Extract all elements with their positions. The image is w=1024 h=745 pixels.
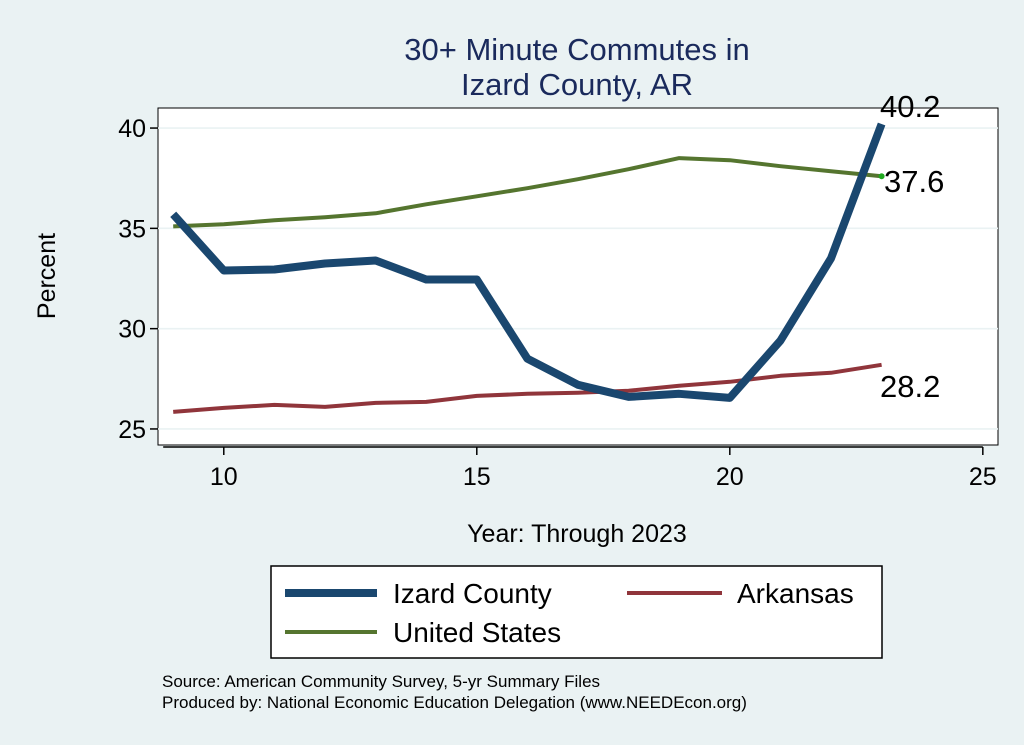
y-tick-label-25: 25	[118, 416, 146, 444]
end-label-izard-county: 40.2	[880, 89, 940, 124]
y-tick-label-30: 30	[118, 316, 146, 344]
series-lines	[170, 122, 886, 414]
legend: Izard County Arkansas United States	[270, 565, 883, 659]
source-line-2: Produced by: National Economic Education…	[162, 693, 747, 712]
end-label-united-states: 37.6	[884, 164, 944, 199]
legend-box	[270, 565, 883, 659]
source-line-1: Source: American Community Survey, 5-yr …	[162, 672, 600, 691]
end-marker-united-states	[878, 173, 885, 180]
series-line-united-states	[173, 156, 882, 229]
legend-label-arkansas: Arkansas	[737, 578, 854, 609]
x-tick-label-10: 10	[210, 463, 238, 491]
chart-title-line-1: 30+ Minute Commutes in	[404, 32, 749, 67]
end-label-arkansas: 28.2	[880, 369, 940, 404]
x-tick-label-20: 20	[716, 463, 744, 491]
axes: 25 30 35 40 10 15 20 25	[118, 115, 997, 491]
x-tick-label-25: 25	[969, 463, 997, 491]
chart-title-line-2: Izard County, AR	[461, 67, 693, 102]
series-line-arkansas	[173, 362, 882, 414]
y-axis-label: Percent	[33, 233, 61, 319]
x-axis-label: Year: Through 2023	[467, 520, 687, 548]
gridlines	[158, 127, 998, 430]
y-tick-label-40: 40	[118, 115, 146, 143]
y-tick-label-35: 35	[118, 215, 146, 243]
end-labels: 40.2 28.2 37.6	[880, 89, 944, 404]
series-line-izard-county	[170, 122, 886, 402]
x-tick-label-15: 15	[463, 463, 491, 491]
legend-label-izard-county: Izard County	[393, 578, 552, 609]
legend-label-united-states: United States	[393, 617, 561, 648]
